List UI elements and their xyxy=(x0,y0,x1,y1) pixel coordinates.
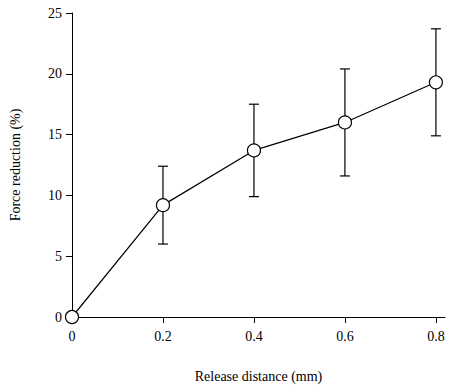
svg-text:25: 25 xyxy=(48,6,62,21)
svg-text:20: 20 xyxy=(48,66,62,81)
svg-text:15: 15 xyxy=(48,127,62,142)
svg-text:0.6: 0.6 xyxy=(336,329,354,344)
svg-text:Force reduction (%): Force reduction (%) xyxy=(8,108,24,221)
svg-text:5: 5 xyxy=(55,249,62,264)
svg-text:0: 0 xyxy=(55,310,62,325)
svg-text:0.8: 0.8 xyxy=(427,329,445,344)
svg-text:10: 10 xyxy=(48,188,62,203)
svg-text:Release distance (mm): Release distance (mm) xyxy=(195,369,323,385)
svg-text:0.4: 0.4 xyxy=(245,329,263,344)
svg-text:0.2: 0.2 xyxy=(154,329,172,344)
svg-text:0: 0 xyxy=(69,329,76,344)
